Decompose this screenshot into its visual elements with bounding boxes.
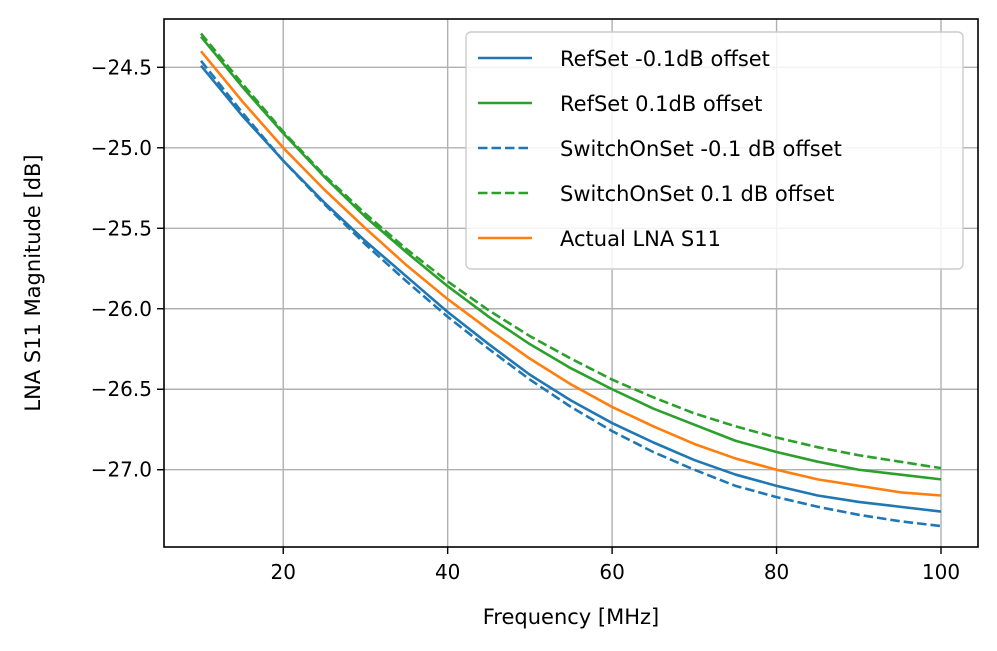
x-axis-label: Frequency [MHz] — [483, 605, 659, 629]
series-line-1 — [199, 64, 942, 513]
legend-entry-label: SwitchOnSet -0.1 dB offset — [560, 137, 842, 161]
series-line-5 — [199, 50, 942, 497]
legend-box — [465, 31, 964, 270]
legend-entry-label: RefSet -0.1dB offset — [560, 47, 770, 71]
y-tick-label: −26.0 — [91, 297, 152, 321]
y-tick-label: −27.0 — [91, 458, 152, 482]
series-line-3 — [199, 60, 942, 528]
y-tick-label: −25.0 — [91, 136, 152, 160]
y-axis-label: LNA S11 Magnitude [dB] — [21, 154, 45, 411]
series-lines — [199, 32, 942, 528]
y-tick-label: −26.5 — [91, 377, 152, 401]
series-line-4 — [199, 32, 942, 470]
legend-entry-label: RefSet 0.1dB offset — [560, 92, 762, 116]
axis-ticks: 20 40 60 80 100 −24.5 −25.0 −25.5 −26.0 −26.5 −27.… — [91, 55, 960, 584]
legend: RefSet -0.1dB offset RefSet 0.1dB offset S… — [465, 31, 964, 270]
legend-entry-label: Actual LNA S11 — [560, 227, 721, 251]
x-tick-label: 20 — [270, 560, 295, 584]
x-tick-label: 40 — [435, 560, 460, 584]
x-tick-label: 60 — [599, 560, 624, 584]
x-tick-label: 80 — [764, 560, 789, 584]
x-tick-label: 100 — [922, 560, 960, 584]
y-tick-label: −25.5 — [91, 216, 152, 240]
y-tick-label: −24.5 — [91, 55, 152, 79]
legend-entry-label: SwitchOnSet 0.1 dB offset — [560, 182, 834, 206]
plot-frame — [163, 18, 979, 548]
